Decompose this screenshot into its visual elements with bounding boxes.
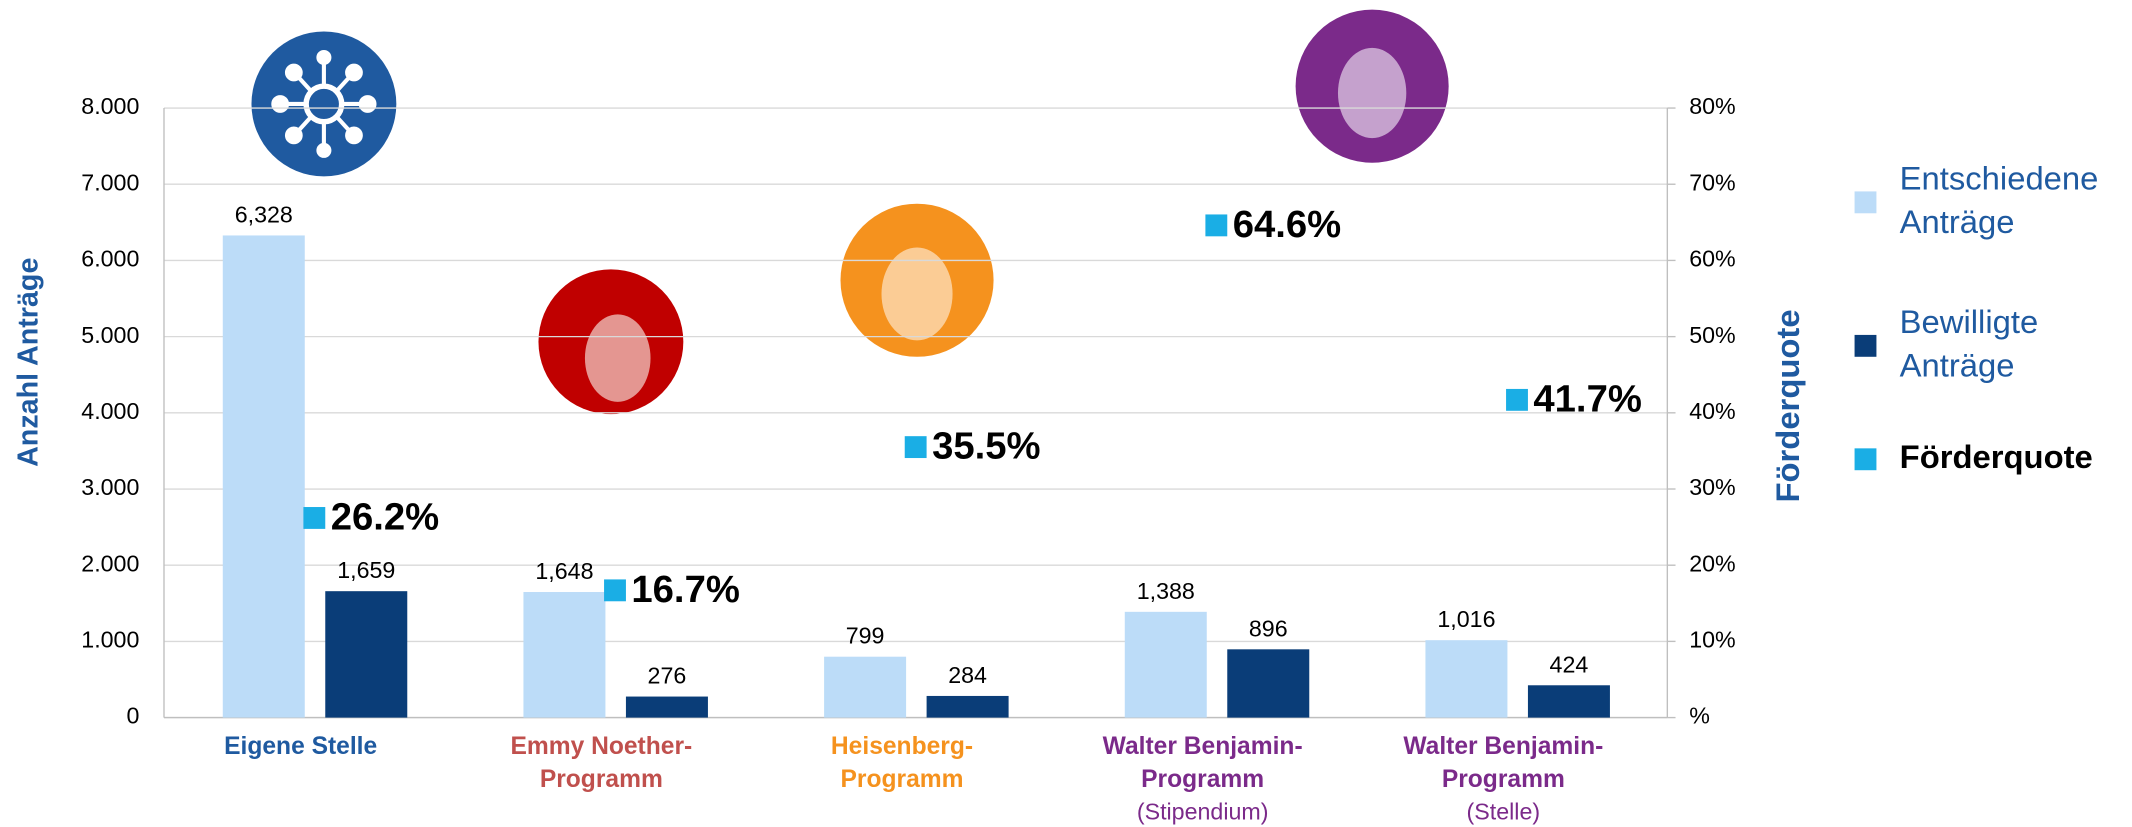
icon-face (882, 247, 953, 340)
y-tick-label: 2.000 (81, 550, 139, 576)
data-label: 424 (1550, 651, 1589, 677)
data-label: 1,388 (1137, 578, 1195, 604)
point (1205, 214, 1227, 236)
data-label: 1,016 (1437, 606, 1495, 632)
y2-axis-title: Förderquote (1769, 309, 1806, 502)
y-tick-label: 6.000 (81, 246, 139, 272)
y2-tick-label: 20% (1689, 550, 1735, 576)
data-label: 64.6% (1233, 203, 1341, 246)
x-tick-note: (Stipendium) (1137, 798, 1269, 824)
bar (1425, 640, 1507, 717)
data-label: 1,659 (337, 557, 395, 583)
legend-swatch (1855, 191, 1877, 213)
x-tick-label: Emmy Noether- (510, 733, 692, 760)
y2-tick-label: 50% (1689, 322, 1735, 348)
icon-face (585, 314, 651, 401)
y2-tick-label: 70% (1689, 169, 1735, 195)
x-tick-label: Heisenberg- (831, 733, 973, 760)
y-axis-title: Anzahl Anträge (13, 258, 45, 467)
y-tick-label: 8.000 (81, 93, 139, 119)
y2-tick-label: 80% (1689, 93, 1735, 119)
x-tick-label: Eigene Stelle (224, 733, 377, 760)
bar (1528, 685, 1610, 717)
x-tick-label: Programm (540, 766, 663, 793)
bar (523, 592, 605, 718)
point (1506, 389, 1528, 411)
y2-tick-label: 30% (1689, 474, 1735, 500)
data-label: 276 (648, 663, 687, 689)
page: {"chart_data": {"type": "bar", "categori… (0, 0, 2132, 827)
point (303, 507, 325, 529)
legend-label-line: Anträge (1900, 346, 2015, 383)
legend-label: Bewilligte Anträge (1900, 303, 2039, 384)
bar (927, 696, 1009, 718)
data-label: 35.5% (932, 425, 1040, 468)
x-tick-note: (Stelle) (1467, 798, 1541, 824)
y-tick-label: 3.000 (81, 474, 139, 500)
y-tick-label: 0 (126, 703, 139, 729)
icon-face (1338, 48, 1406, 138)
legend-swatch (1855, 335, 1877, 357)
legend-label-line: Entschiedene (1900, 159, 2099, 196)
legend-label-line: Anträge (1900, 203, 2015, 240)
legend-label: Förderquote (1900, 438, 2093, 475)
data-label: 41.7% (1533, 377, 1641, 420)
data-label: 26.2% (331, 495, 439, 538)
x-tick-label: Programm (1442, 766, 1565, 793)
data-label: 6,328 (235, 201, 293, 227)
bar (626, 697, 708, 718)
data-label: 284 (948, 662, 987, 688)
legend-swatch (1855, 448, 1877, 470)
legend-label-line: Bewilligte (1900, 303, 2039, 340)
x-tick-label: Programm (1141, 766, 1264, 793)
bar (1227, 649, 1309, 717)
data-label: 16.7% (631, 568, 739, 611)
data-label: 896 (1249, 615, 1288, 641)
y2-tick-label: 40% (1689, 398, 1735, 424)
y2-tick-label: % (1689, 703, 1710, 729)
y-tick-label: 5.000 (81, 322, 139, 348)
x-tick-label: Walter Benjamin- (1103, 733, 1303, 760)
y-tick-label: 1.000 (81, 627, 139, 653)
chart: Anzahl Anträge Förderquote 0 1.000 2.000 3.… (0, 0, 2132, 827)
x-tick-label: Walter Benjamin- (1403, 733, 1603, 760)
x-tick-label: Programm (840, 766, 963, 793)
bar (223, 235, 305, 717)
y2-tick-label: 10% (1689, 627, 1735, 653)
y-tick-label: 4.000 (81, 398, 139, 424)
bar (824, 657, 906, 718)
point (905, 436, 927, 458)
data-label: 1,648 (535, 558, 593, 584)
bar (325, 591, 407, 717)
legend-label: Entschiedene Anträge (1900, 159, 2099, 240)
point (604, 579, 626, 601)
y2-tick-label: 60% (1689, 246, 1735, 272)
y-tick-label: 7.000 (81, 169, 139, 195)
data-label: 799 (846, 623, 885, 649)
bar (1125, 612, 1207, 718)
